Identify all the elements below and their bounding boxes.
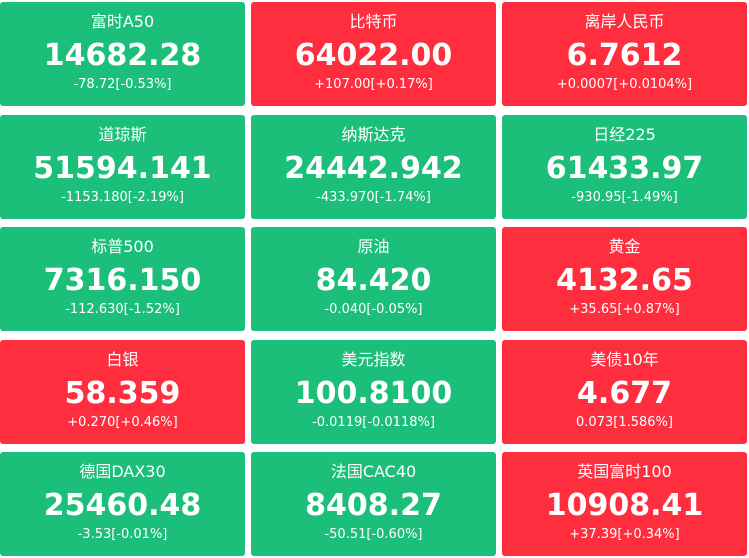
- quote-change: -78.72[-0.53%]: [73, 77, 172, 92]
- quote-tile[interactable]: 标普500 7316.150 -112.630[-1.52%]: [0, 227, 245, 331]
- quote-tile[interactable]: 黄金 4132.65 +35.65[+0.87%]: [502, 227, 747, 331]
- quote-name: 纳斯达克: [341, 124, 406, 144]
- quote-change: -0.040[-0.05%]: [324, 302, 423, 317]
- quote-price: 51594.141: [33, 150, 212, 186]
- quote-price: 6.7612: [566, 38, 683, 73]
- quote-tile[interactable]: 原油 84.420 -0.040[-0.05%]: [251, 227, 496, 331]
- quote-name: 富时A50: [90, 12, 155, 31]
- quote-price: 10908.41: [545, 488, 704, 523]
- quote-price: 84.420: [315, 263, 432, 298]
- quote-tile[interactable]: 英国富时100 10908.41 +37.39[+0.34%]: [502, 452, 747, 556]
- quote-price: 25460.48: [43, 488, 202, 523]
- quote-change: +107.00[+0.17%]: [314, 77, 433, 92]
- quote-price: 8408.27: [305, 488, 442, 523]
- quote-price: 4132.65: [556, 263, 693, 298]
- quote-change: -433.970[-1.74%]: [316, 189, 431, 205]
- quote-price: 100.8100: [294, 375, 453, 411]
- quote-change: 0.073[1.586%]: [576, 414, 673, 430]
- quote-tile[interactable]: 富时A50 14682.28 -78.72[-0.53%]: [0, 2, 245, 106]
- quote-price: 4.677: [577, 375, 672, 411]
- quote-price: 61433.97: [545, 150, 704, 186]
- quote-name: 比特币: [349, 12, 398, 31]
- quote-name: 道琼斯: [98, 124, 147, 144]
- quote-name: 黄金: [608, 237, 641, 256]
- quote-price: 14682.28: [43, 38, 202, 73]
- quote-name: 日经225: [593, 124, 656, 144]
- quote-tile[interactable]: 日经225 61433.97 -930.95[-1.49%]: [502, 114, 747, 219]
- quote-name: 美债10年: [590, 349, 659, 369]
- quote-name: 法国CAC40: [330, 462, 417, 481]
- quote-tile[interactable]: 离岸人民币 6.7612 +0.0007[+0.0104%]: [502, 2, 747, 106]
- quote-name: 白银: [106, 349, 139, 369]
- quote-tile[interactable]: 道琼斯 51594.141 -1153.180[-2.19%]: [0, 114, 245, 219]
- quote-change: +0.0007[+0.0104%]: [556, 77, 693, 92]
- quote-price: 64022.00: [294, 38, 453, 73]
- quote-change: -112.630[-1.52%]: [65, 302, 180, 317]
- quote-name: 英国富时100: [577, 462, 672, 481]
- quote-change: -1153.180[-2.19%]: [61, 189, 184, 205]
- quote-name: 离岸人民币: [584, 12, 665, 31]
- quote-name: 德国DAX30: [79, 462, 166, 481]
- quote-tile[interactable]: 比特币 64022.00 +107.00[+0.17%]: [251, 2, 496, 106]
- quote-change: -50.51[-0.60%]: [324, 527, 423, 542]
- quote-change: +37.39[+0.34%]: [569, 527, 680, 542]
- quote-name: 原油: [357, 237, 390, 256]
- quote-name: 标普500: [91, 237, 154, 256]
- quote-name: 美元指数: [341, 349, 406, 369]
- quote-tile[interactable]: 美债10年 4.677 0.073[1.586%]: [502, 339, 747, 444]
- quote-tile[interactable]: 法国CAC40 8408.27 -50.51[-0.60%]: [251, 452, 496, 556]
- quote-tile[interactable]: 纳斯达克 24442.942 -433.970[-1.74%]: [251, 114, 496, 219]
- quote-change: +35.65[+0.87%]: [569, 302, 680, 317]
- quote-tile[interactable]: 美元指数 100.8100 -0.0119[-0.0118%]: [251, 339, 496, 444]
- quote-tile[interactable]: 德国DAX30 25460.48 -3.53[-0.01%]: [0, 452, 245, 556]
- quote-price: 24442.942: [284, 150, 463, 186]
- quote-tile[interactable]: 白银 58.359 +0.270[+0.46%]: [0, 339, 245, 444]
- quote-price: 58.359: [64, 375, 181, 411]
- quote-price: 7316.150: [43, 263, 202, 298]
- quote-change: -0.0119[-0.0118%]: [312, 414, 435, 430]
- quote-change: +0.270[+0.46%]: [67, 414, 178, 430]
- quote-change: -3.53[-0.01%]: [77, 527, 168, 542]
- quote-change: -930.95[-1.49%]: [571, 189, 678, 205]
